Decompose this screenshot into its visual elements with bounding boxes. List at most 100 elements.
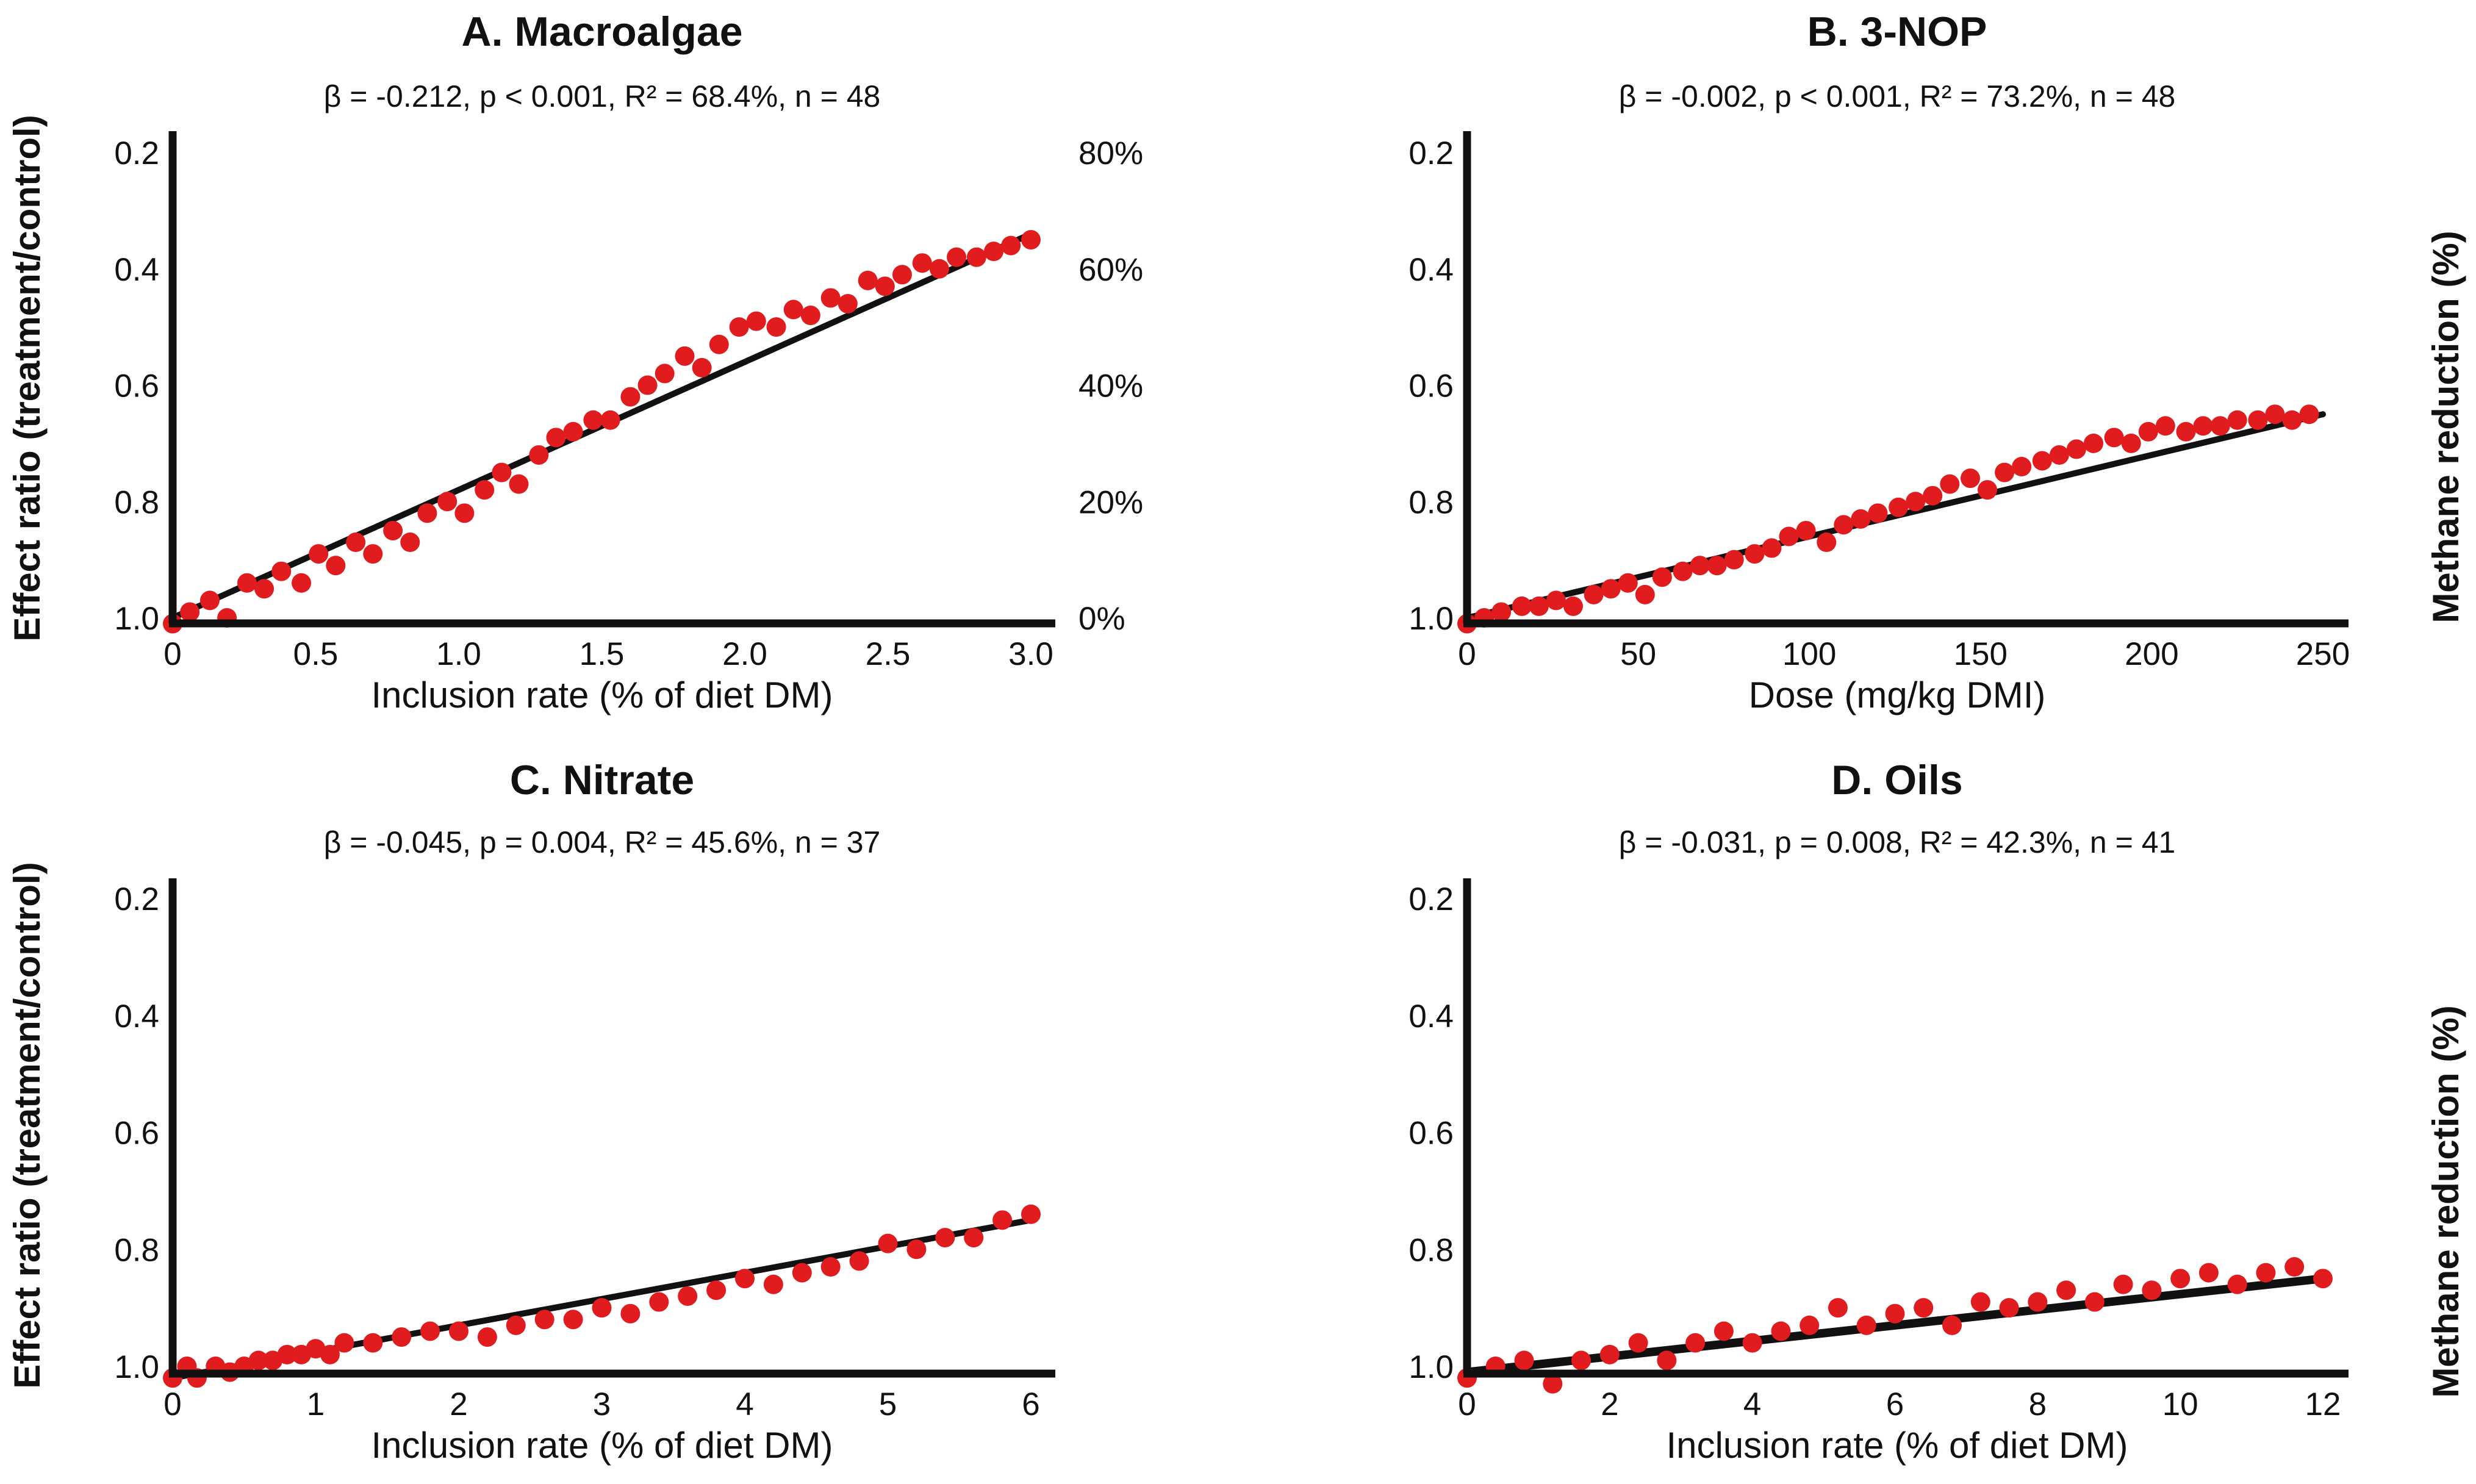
x-tick-label: 2 xyxy=(1601,1386,1618,1422)
regression-line xyxy=(1463,1274,2327,1377)
data-point xyxy=(1001,235,1021,256)
data-point xyxy=(1834,515,1854,535)
panel-oils: D. Oils β = -0.031, p = 0.008, R² = 42.3… xyxy=(1408,757,2349,1466)
data-point xyxy=(437,492,458,512)
x-tick-label: 0 xyxy=(1458,636,1476,672)
data-point xyxy=(1960,468,1980,489)
secondary-y-tick-label: 80% xyxy=(1078,135,1143,171)
data-point xyxy=(1546,590,1566,611)
data-point xyxy=(1657,1350,1677,1371)
y-tick-label: 0.8 xyxy=(114,1232,159,1268)
data-point xyxy=(2155,416,2175,436)
data-point xyxy=(2198,1263,2219,1283)
data-point xyxy=(929,259,949,279)
data-point xyxy=(1942,1315,1962,1335)
data-point xyxy=(492,462,512,482)
data-point xyxy=(1828,1298,1848,1318)
data-point xyxy=(1713,1321,1734,1341)
data-point xyxy=(763,1274,783,1294)
panel-stats: β = -0.212, p < 0.001, R² = 68.4%, n = 4… xyxy=(324,79,881,113)
y-axis-label-left-top: Effect ratio (treatment/control) xyxy=(7,115,48,641)
secondary-y-tick-label: 20% xyxy=(1078,484,1143,520)
data-point xyxy=(529,445,549,465)
data-point xyxy=(783,299,803,320)
data-point xyxy=(984,242,1004,262)
data-point xyxy=(892,265,912,285)
data-point xyxy=(2284,1257,2305,1277)
data-point xyxy=(1889,497,1909,517)
y-tick-label: 0.6 xyxy=(114,368,159,404)
data-point xyxy=(637,375,658,395)
data-point xyxy=(346,532,366,553)
data-point xyxy=(534,1310,554,1330)
data-point xyxy=(2227,1274,2247,1294)
data-point xyxy=(1512,596,1532,616)
data-point xyxy=(2176,421,2196,442)
data-point xyxy=(1742,1333,1762,1353)
data-point xyxy=(1514,1350,1534,1371)
data-point xyxy=(935,1228,955,1248)
x-tick-label: 2.5 xyxy=(866,636,911,672)
x-tick-label: 5 xyxy=(879,1386,897,1422)
data-point xyxy=(1584,584,1604,604)
data-point xyxy=(838,293,858,314)
x-tick-label: 10 xyxy=(2162,1386,2198,1422)
x-tick-label: 0 xyxy=(1458,1386,1476,1422)
data-point xyxy=(678,1286,698,1306)
data-point xyxy=(477,1327,497,1347)
data-point xyxy=(729,317,749,337)
panel-macroalgae: A. Macroalgae β = -0.212, p < 0.001, R² … xyxy=(114,9,1143,715)
data-point xyxy=(709,334,729,354)
data-point xyxy=(1914,1298,1934,1318)
data-point xyxy=(878,1233,898,1253)
y-axis-label-right-top: Methane reduction (%) xyxy=(2425,231,2466,623)
data-point xyxy=(1923,486,1943,506)
data-point xyxy=(248,1350,268,1371)
data-point xyxy=(966,247,986,267)
y-tick-label: 0.4 xyxy=(1408,252,1454,288)
data-point xyxy=(271,561,292,581)
data-point xyxy=(383,520,403,540)
data-point xyxy=(1021,1204,1041,1224)
x-tick-label: 100 xyxy=(1782,636,1836,672)
data-point xyxy=(2282,410,2302,430)
data-point xyxy=(1601,579,1621,599)
x-tick-label: 8 xyxy=(2029,1386,2047,1422)
secondary-y-tick-label: 40% xyxy=(1078,368,1143,404)
data-point xyxy=(509,474,529,494)
data-point xyxy=(1817,532,1837,553)
data-point xyxy=(1599,1344,1620,1364)
data-point xyxy=(237,573,257,593)
y-tick-label: 0.4 xyxy=(1408,998,1454,1034)
data-point xyxy=(1635,584,1655,604)
x-tick-label: 50 xyxy=(1620,636,1656,672)
data-point xyxy=(820,1257,841,1277)
y-tick-label: 0.8 xyxy=(1408,484,1454,520)
data-point xyxy=(1940,474,1960,494)
data-point xyxy=(1628,1333,1648,1353)
data-point xyxy=(292,573,312,593)
y-tick-label: 0.8 xyxy=(1408,1232,1454,1268)
y-tick-label: 0.2 xyxy=(1408,881,1454,917)
data-point xyxy=(254,579,275,599)
data-point xyxy=(2193,416,2213,436)
data-point xyxy=(2248,410,2268,430)
data-point xyxy=(912,253,932,273)
data-point xyxy=(2049,445,2069,465)
data-point xyxy=(675,346,695,366)
data-point xyxy=(563,1310,583,1330)
data-point xyxy=(649,1292,669,1312)
data-point xyxy=(583,410,603,430)
data-point xyxy=(363,544,383,564)
x-tick-label: 6 xyxy=(1022,1386,1039,1422)
y-tick-label: 1.0 xyxy=(1408,601,1454,637)
x-tick-label: 4 xyxy=(1743,1386,1761,1422)
data-point xyxy=(1762,538,1782,558)
y-axis-label-left-bottom: Effect ratio (treatment/control) xyxy=(7,862,48,1388)
y-tick-label: 0.4 xyxy=(114,252,159,288)
data-point xyxy=(2299,404,2319,425)
x-tick-label: 250 xyxy=(2296,636,2350,672)
data-point xyxy=(1978,480,1998,500)
data-point xyxy=(1800,1315,1820,1335)
data-point xyxy=(392,1327,412,1347)
